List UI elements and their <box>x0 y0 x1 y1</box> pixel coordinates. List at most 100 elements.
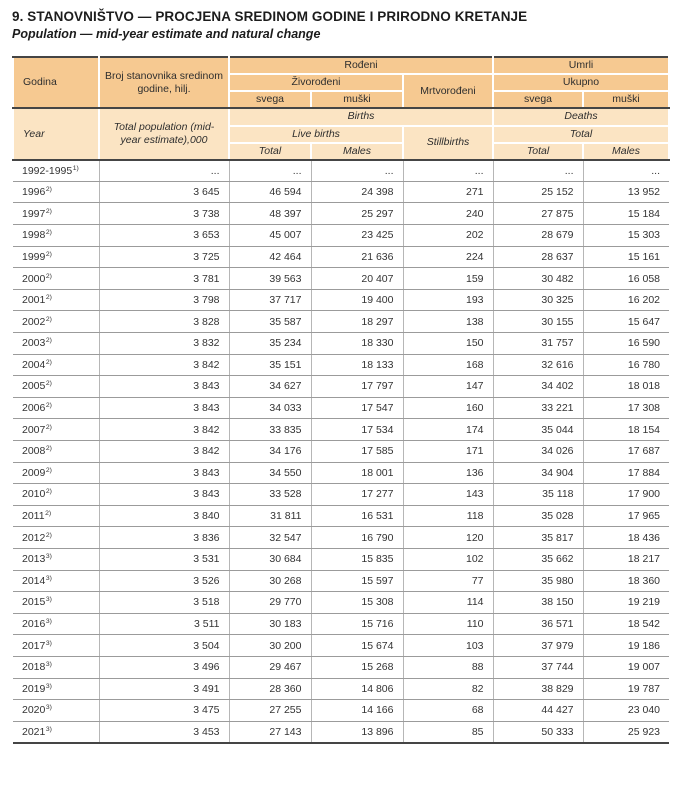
footnote-marker: 2) <box>45 337 52 345</box>
deaths-total-cell: 34 026 <box>492 440 584 463</box>
stillbirths-cell: 160 <box>402 397 494 420</box>
year-label: 2010 <box>22 488 46 501</box>
year-cell: 20112) <box>13 505 99 528</box>
population-cell: 3 843 <box>98 483 229 506</box>
year-label: 2011 <box>22 510 45 523</box>
deaths-total-cell: 36 571 <box>492 613 584 636</box>
stillbirths-cell: 114 <box>402 591 494 614</box>
table-row: 20163) 3 511 30 183 15 716 110 36 571 18 542 <box>13 613 670 636</box>
live-births-total-cell: 31 811 <box>228 505 311 528</box>
stillbirths-cell: ... <box>402 159 494 182</box>
year-cell: 20102) <box>13 483 99 506</box>
year-cell: 20062) <box>13 397 99 420</box>
table-row: 20042) 3 842 35 151 18 133 168 32 616 16 780 <box>13 354 670 377</box>
year-label: 2008 <box>22 445 46 458</box>
year-cell: 19982) <box>13 224 99 247</box>
year-cell: 20203) <box>13 699 99 722</box>
col-header-year: Year <box>12 107 100 161</box>
year-cell: 19962) <box>13 181 99 204</box>
live-births-total-cell: 33 528 <box>228 483 311 506</box>
stillbirths-cell: 224 <box>402 246 494 269</box>
stillbirths-cell: 159 <box>402 267 494 290</box>
stillbirths-cell: 136 <box>402 462 494 485</box>
year-label: 2018 <box>22 661 46 674</box>
table-row: 20012) 3 798 37 717 19 400 193 30 325 16 202 <box>13 289 670 312</box>
deaths-total-cell: 34 402 <box>492 375 584 398</box>
live-births-males-cell: 19 400 <box>310 289 403 312</box>
year-label: 2016 <box>22 618 46 631</box>
live-births-total-cell: 35 587 <box>228 310 311 333</box>
col-header-svega-rodjeni: svega <box>228 90 312 110</box>
population-cell: 3 828 <box>98 310 229 333</box>
footnote-marker: 3) <box>45 553 52 561</box>
table-row: 20052) 3 843 34 627 17 797 147 34 402 18 018 <box>13 375 670 398</box>
year-label: 2009 <box>22 466 46 479</box>
year-label: 2019 <box>22 682 46 695</box>
stillbirths-cell: 68 <box>402 699 494 722</box>
live-births-males-cell: ... <box>310 159 403 182</box>
deaths-males-cell: 19 219 <box>582 591 670 614</box>
population-cell: 3 511 <box>98 613 229 636</box>
deaths-total-cell: ... <box>492 159 584 182</box>
deaths-total-cell: 25 152 <box>492 181 584 204</box>
population-cell: 3 531 <box>98 548 229 571</box>
live-births-males-cell: 17 534 <box>310 418 403 441</box>
deaths-males-cell: 15 184 <box>582 202 670 226</box>
deaths-total-cell: 28 679 <box>492 224 584 247</box>
deaths-males-cell: 18 542 <box>582 613 670 636</box>
live-births-males-cell: 17 547 <box>310 397 403 420</box>
year-cell: 20022) <box>13 310 99 333</box>
live-births-males-cell: 15 308 <box>310 591 403 614</box>
deaths-total-cell: 50 333 <box>492 721 584 744</box>
stillbirths-cell: 168 <box>402 354 494 377</box>
live-births-males-cell: 14 166 <box>310 699 403 722</box>
col-header-males-live: Males <box>310 141 404 161</box>
footnote-marker: 2) <box>45 466 52 474</box>
population-cell: 3 836 <box>98 526 229 549</box>
deaths-males-cell: 18 436 <box>582 526 670 549</box>
deaths-total-cell: 31 757 <box>492 332 584 355</box>
deaths-males-cell: ... <box>582 159 670 182</box>
footnote-marker: 3) <box>45 682 52 690</box>
live-births-total-cell: 45 007 <box>228 224 311 247</box>
footnote-marker: 2) <box>45 488 52 496</box>
deaths-males-cell: 16 058 <box>582 267 670 290</box>
year-label: 2007 <box>22 423 46 436</box>
table-row: 20102) 3 843 33 528 17 277 143 35 118 17 900 <box>13 483 670 506</box>
deaths-total-cell: 38 829 <box>492 678 584 701</box>
year-cell: 20092) <box>13 462 99 485</box>
year-cell: 20173) <box>13 634 99 657</box>
live-births-total-cell: 29 770 <box>228 591 311 614</box>
deaths-total-cell: 35 118 <box>492 483 584 506</box>
footnote-marker: 3) <box>45 661 52 669</box>
deaths-males-cell: 15 161 <box>582 246 670 269</box>
stillbirths-cell: 85 <box>402 721 494 744</box>
footnote-marker: 2) <box>45 315 52 323</box>
live-births-males-cell: 24 398 <box>310 181 403 204</box>
year-label: 2017 <box>22 639 46 652</box>
live-births-males-cell: 16 790 <box>310 526 403 549</box>
stillbirths-cell: 77 <box>402 570 494 593</box>
col-header-mrtvorodjeni: Mrtvorođeni <box>401 73 495 110</box>
col-header-total-live: Total <box>228 141 312 161</box>
year-label: 2002 <box>22 315 46 328</box>
year-cell: 20133) <box>13 548 99 571</box>
table-row: 20183) 3 496 29 467 15 268 88 37 744 19 007 <box>13 656 670 679</box>
live-births-total-cell: 27 143 <box>228 721 311 744</box>
deaths-males-cell: 17 965 <box>582 505 670 528</box>
deaths-males-cell: 16 780 <box>582 354 670 377</box>
live-births-total-cell: 39 563 <box>228 267 311 290</box>
stillbirths-cell: 82 <box>402 678 494 701</box>
table-row: 19972) 3 738 48 397 25 297 240 27 875 15 184 <box>13 202 670 226</box>
stillbirths-cell: 88 <box>402 656 494 679</box>
year-label: 1997 <box>22 207 46 220</box>
deaths-total-cell: 28 637 <box>492 246 584 269</box>
population-cell: 3 842 <box>98 354 229 377</box>
deaths-males-cell: 17 884 <box>582 462 670 485</box>
population-cell: 3 798 <box>98 289 229 312</box>
deaths-total-cell: 30 325 <box>492 289 584 312</box>
live-births-males-cell: 16 531 <box>310 505 403 528</box>
live-births-total-cell: 34 550 <box>228 462 311 485</box>
footnote-marker: 1) <box>72 164 79 172</box>
year-label: 2005 <box>22 380 46 393</box>
